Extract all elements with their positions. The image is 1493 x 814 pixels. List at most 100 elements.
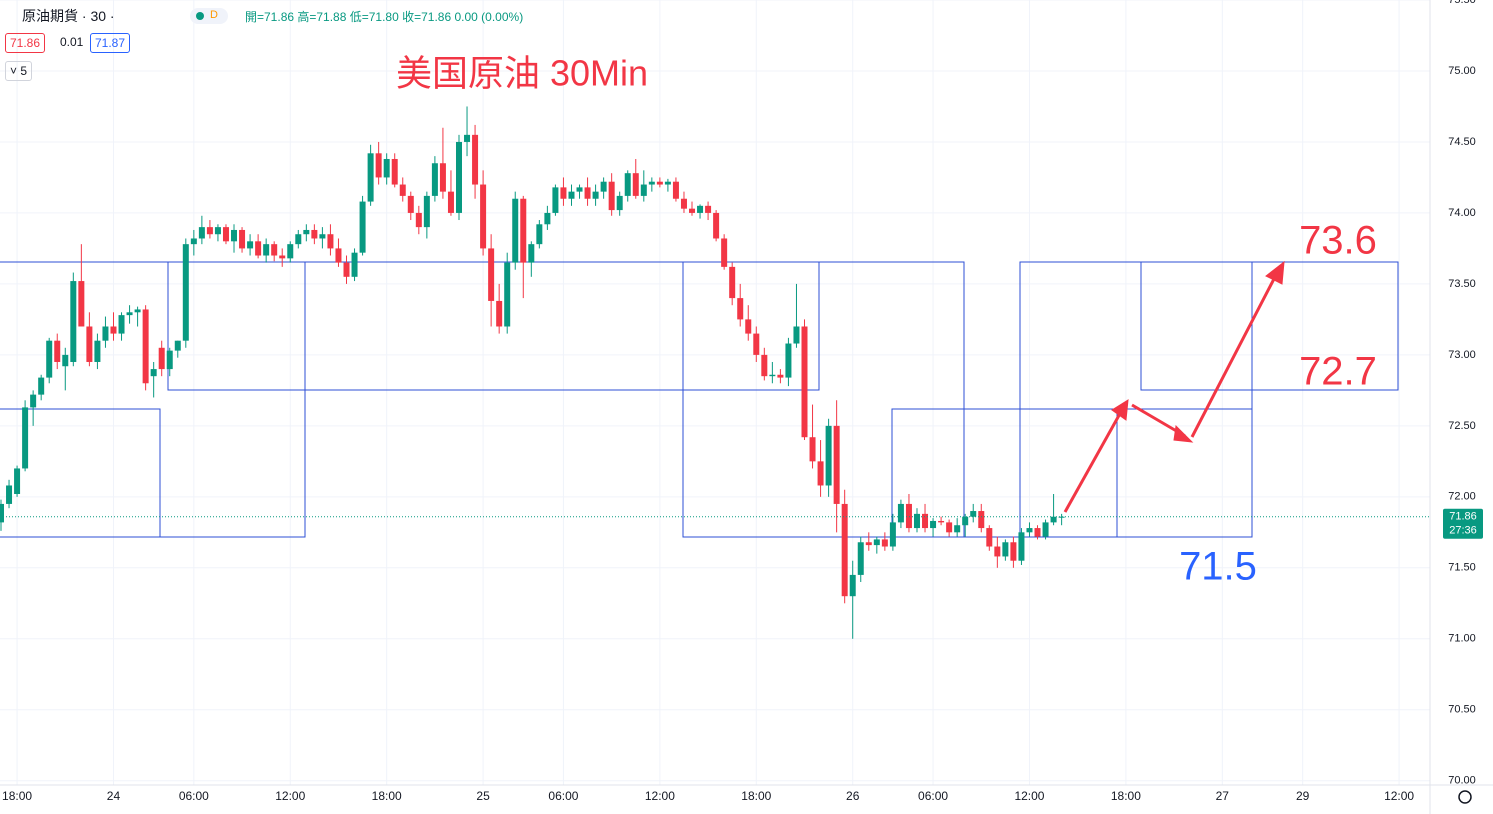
candle-body	[480, 184, 487, 249]
candle-body	[335, 248, 342, 263]
candle-body	[568, 191, 575, 199]
candle-body	[255, 241, 262, 256]
candle-body	[713, 212, 720, 239]
last-price-box	[1443, 508, 1483, 539]
candle-body	[721, 238, 728, 267]
box	[0, 261, 306, 538]
x-tick-label: 27	[1216, 789, 1230, 803]
x-tick-label: 12:00	[1014, 789, 1044, 803]
candle-body	[825, 425, 832, 486]
drawings	[0, 261, 1399, 538]
y-tick-label: 70.00	[1448, 775, 1476, 787]
candle-body	[70, 281, 77, 362]
candle-body	[520, 198, 527, 263]
candle-body	[472, 134, 479, 185]
candle-body	[134, 309, 141, 313]
candle-body	[6, 485, 13, 504]
candle-body	[279, 255, 286, 259]
annotation: 71.5	[1179, 545, 1257, 589]
ohlc: 開=71.86 高=71.88 低=71.80 收=71.86 0.00 (0.…	[245, 10, 524, 24]
candle-body	[231, 229, 238, 242]
candle-body	[62, 354, 69, 367]
candle-body	[777, 374, 784, 378]
candle-body	[488, 248, 495, 301]
arrow-head	[1111, 399, 1129, 421]
candle-body	[198, 227, 205, 239]
candle-body	[729, 266, 736, 299]
candle-body	[367, 153, 374, 202]
candle-body	[383, 158, 390, 178]
ask[interactable]: 71.87	[90, 33, 131, 53]
candle-body	[504, 262, 511, 327]
candle-body	[833, 425, 840, 504]
y-tick-label: 74.50	[1448, 136, 1476, 148]
candle-body	[206, 227, 213, 235]
candle-body	[552, 187, 559, 213]
candle-body	[849, 574, 856, 597]
candle-body	[86, 326, 93, 362]
candle-body	[46, 340, 53, 378]
candle-body	[464, 134, 471, 142]
box	[1140, 261, 1399, 391]
candle-body	[1050, 516, 1057, 523]
y-tick-label: 72.50	[1448, 420, 1476, 432]
candle-body	[415, 212, 422, 228]
candle-body	[737, 298, 744, 320]
candle-body	[439, 163, 446, 192]
candle-body	[287, 244, 294, 259]
symbol[interactable]: 原油期貨 · 30 ·	[22, 8, 115, 24]
arrow-head	[1265, 260, 1285, 285]
x-tick-label: 25	[476, 789, 490, 803]
bid[interactable]: 71.86	[5, 33, 46, 53]
candle-body	[214, 227, 221, 235]
candle-body	[158, 347, 165, 370]
candle-body	[801, 326, 808, 438]
candle-body	[271, 244, 278, 256]
candle-body	[624, 173, 631, 196]
x-tick-label: 12:00	[275, 789, 305, 803]
candles	[0, 106, 1065, 639]
candle-body	[1058, 516, 1065, 518]
candle-body	[1018, 532, 1025, 561]
x-tick-label: 18:00	[372, 789, 402, 803]
candle-body	[391, 158, 398, 185]
candle-body	[954, 525, 961, 533]
candle-body	[938, 520, 945, 523]
indicators-toggle[interactable]: ˅ 5	[5, 61, 33, 81]
y-tick-label: 72.00	[1448, 491, 1476, 503]
candle-body	[905, 503, 912, 529]
candle-body	[319, 234, 326, 239]
x-tick-label: 06:00	[548, 789, 578, 803]
candle-body	[689, 208, 696, 213]
x-tick-label: 06:00	[918, 789, 948, 803]
candle-body	[656, 181, 663, 185]
y-tick-label: 71.00	[1448, 633, 1476, 645]
candle-body	[431, 163, 438, 196]
candle-body	[978, 511, 985, 529]
candle-body	[745, 319, 752, 334]
candle-body	[118, 315, 125, 334]
candle-body	[986, 528, 993, 547]
candle-body	[889, 522, 896, 547]
candle-body	[423, 195, 430, 228]
candle-body	[142, 309, 149, 384]
candle-body	[263, 244, 270, 256]
candle-body	[793, 326, 800, 344]
settings-icon[interactable]	[1458, 790, 1472, 804]
x-tick-label: 06:00	[179, 789, 209, 803]
countdown: 27:36	[1449, 525, 1477, 537]
candle-body	[873, 539, 880, 546]
candle-body	[970, 511, 977, 517]
box	[0, 408, 161, 537]
candle-body	[881, 539, 888, 547]
candle-body	[399, 184, 406, 196]
x-tick-label: 29	[1296, 789, 1310, 803]
candle-body	[600, 181, 607, 192]
candle-body	[841, 503, 848, 597]
grid	[0, 0, 1430, 785]
candle-body	[528, 244, 535, 263]
candle-body	[78, 281, 85, 327]
candle-body	[30, 394, 37, 408]
candle-body	[14, 468, 21, 494]
